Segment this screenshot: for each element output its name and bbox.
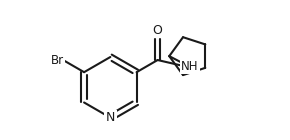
Text: O: O [153,24,163,37]
Text: NH: NH [181,60,198,73]
Text: N: N [106,111,115,124]
Text: Br: Br [50,54,64,67]
